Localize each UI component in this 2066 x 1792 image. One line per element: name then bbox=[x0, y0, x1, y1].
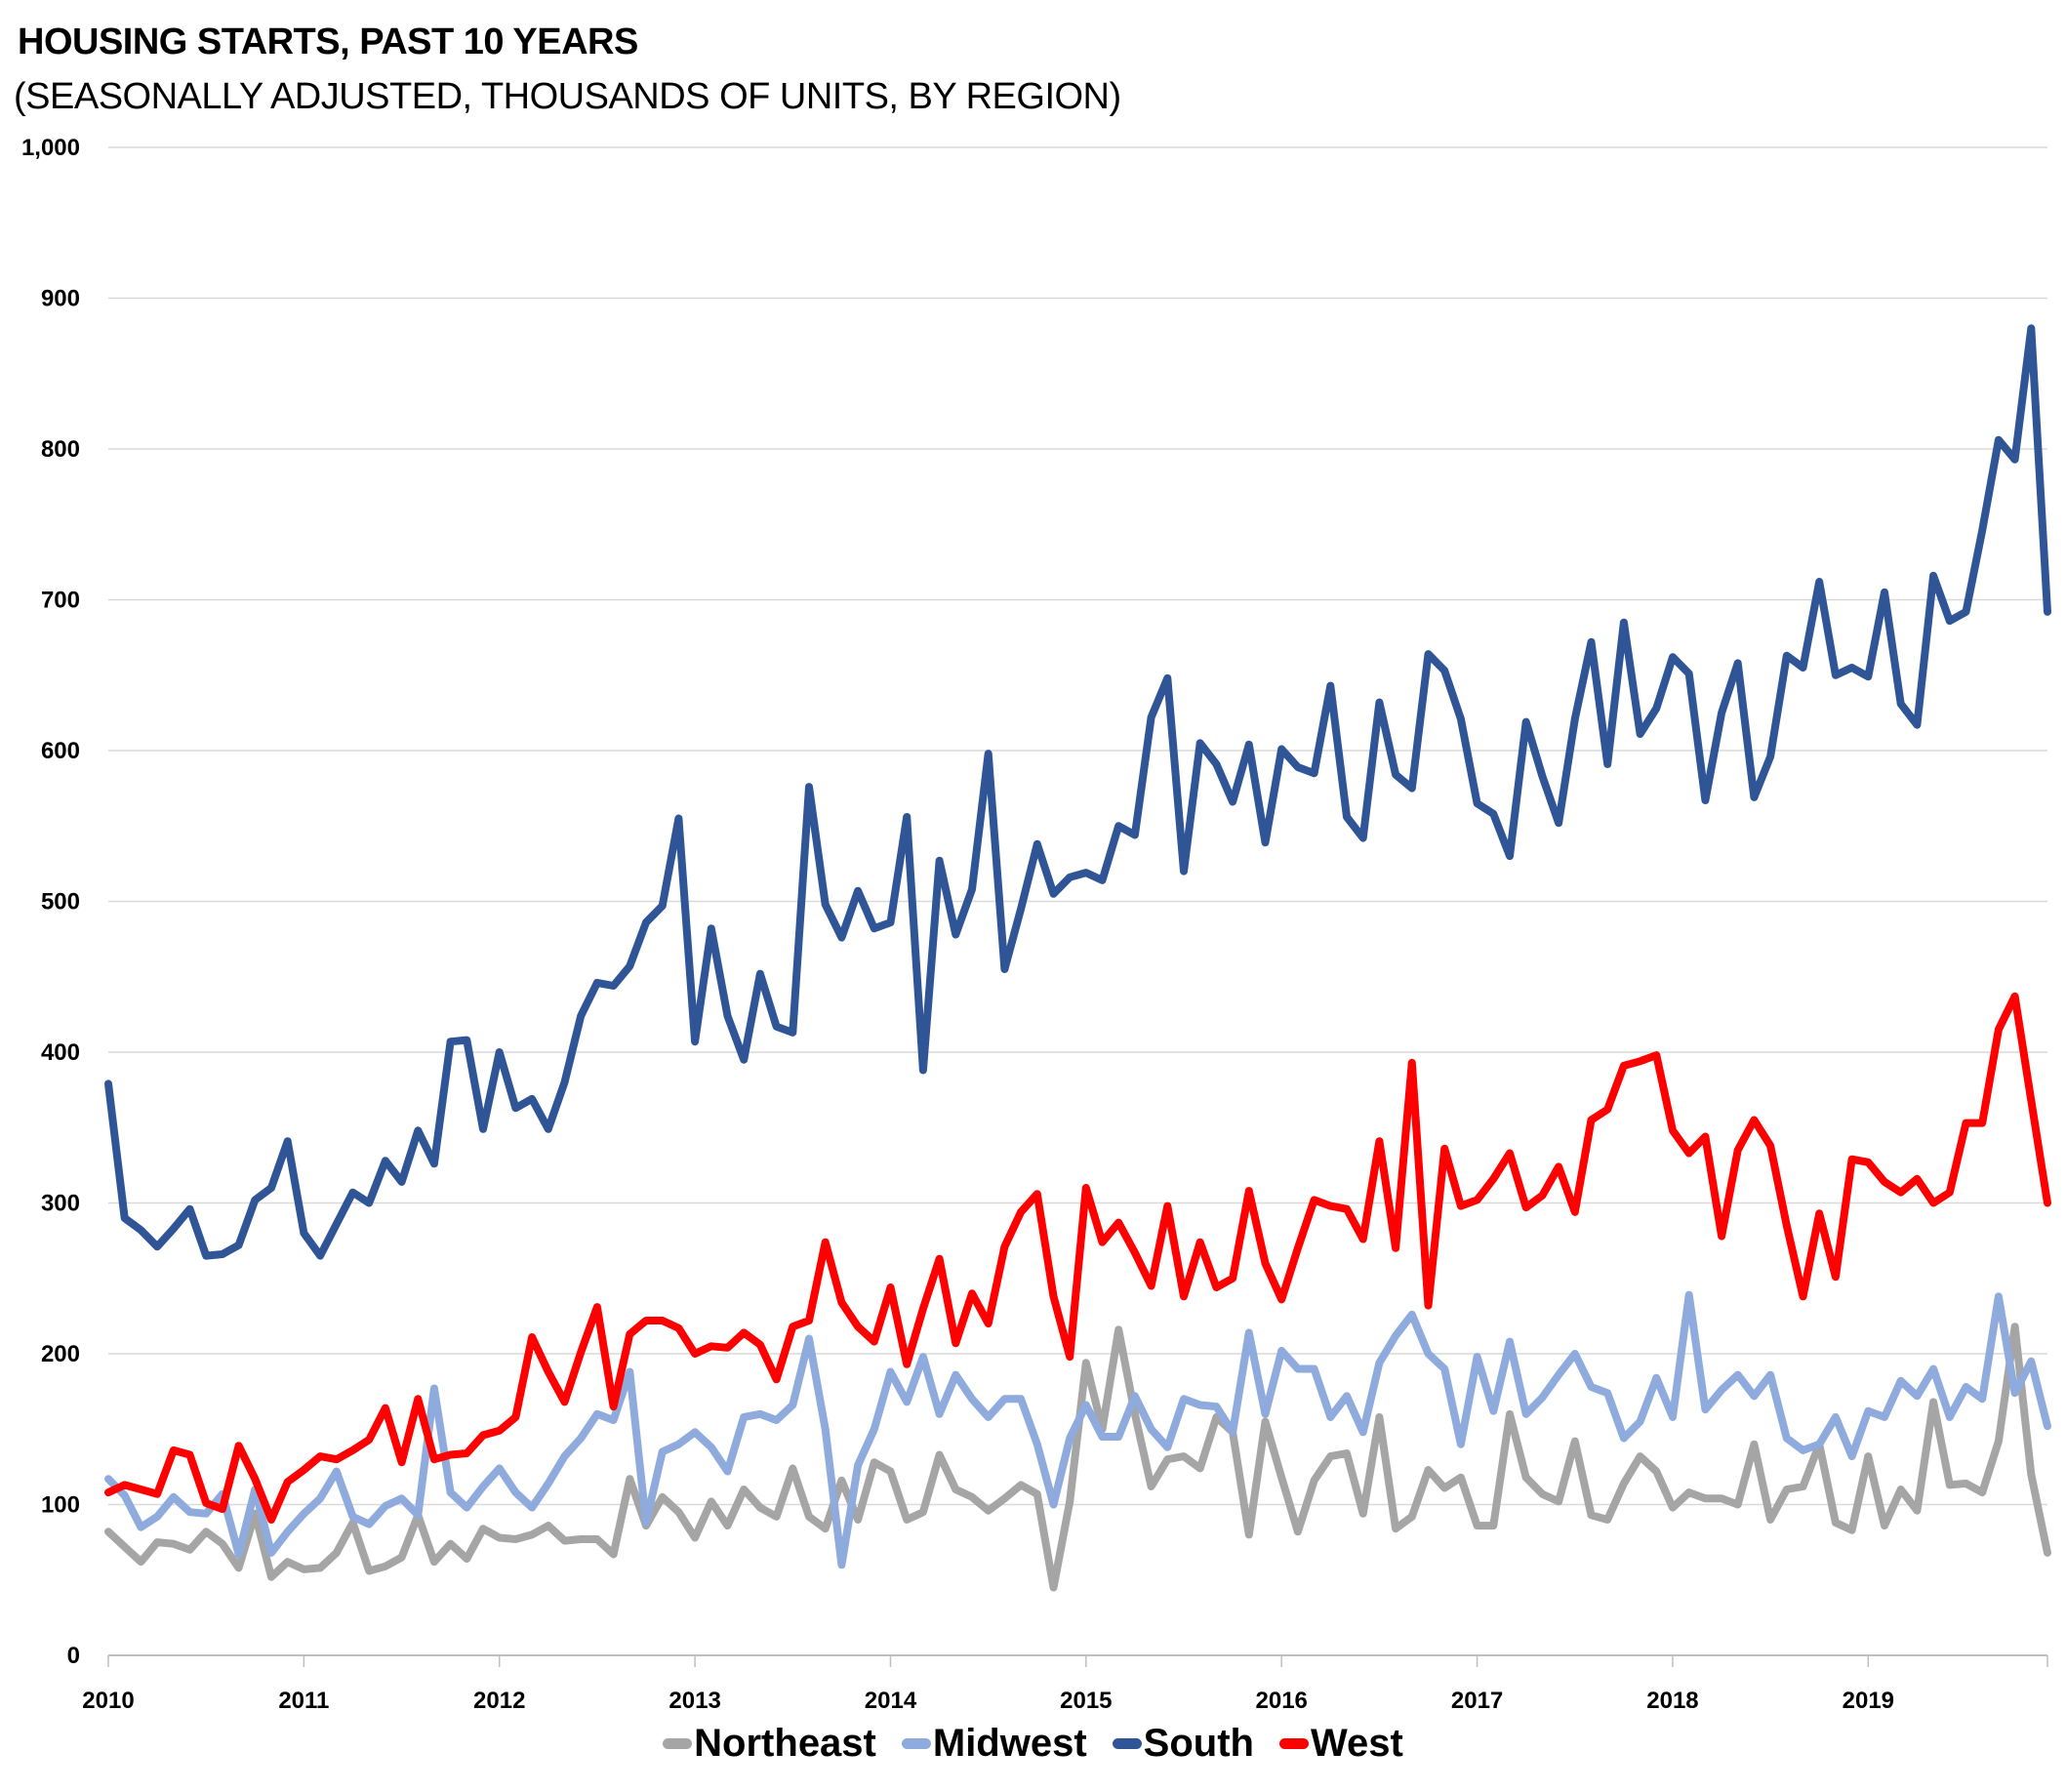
x-tick-label: 2014 bbox=[865, 1688, 917, 1714]
legend-swatch-midwest bbox=[901, 1738, 931, 1749]
y-tick-label: 200 bbox=[41, 1341, 80, 1367]
legend-label-midwest: Midwest bbox=[932, 1722, 1087, 1765]
legend-label-northeast: Northeast bbox=[694, 1722, 876, 1765]
y-tick-label: 400 bbox=[41, 1039, 80, 1066]
legend-swatch-south bbox=[1112, 1738, 1142, 1749]
legend: Northeast Midwest South West bbox=[0, 1722, 2066, 1766]
y-tick-label: 0 bbox=[67, 1643, 80, 1669]
chart-subtitle: (SEASONALLY ADJUSTED, THOUSANDS OF UNITS… bbox=[14, 76, 1121, 117]
y-tick-label: 600 bbox=[41, 738, 80, 764]
series-line-west[interactable] bbox=[104, 992, 2051, 1524]
chart-title: HOUSING STARTS, PAST 10 YEARS bbox=[18, 21, 638, 62]
legend-item-northeast[interactable]: Northeast bbox=[663, 1722, 876, 1766]
series-line-midwest[interactable] bbox=[104, 1290, 2051, 1569]
y-tick-label: 300 bbox=[41, 1191, 80, 1217]
series-lines bbox=[104, 324, 2051, 1592]
legend-item-midwest[interactable]: Midwest bbox=[901, 1722, 1087, 1766]
y-tick-label: 700 bbox=[41, 588, 80, 614]
x-tick-label: 2017 bbox=[1451, 1688, 1503, 1714]
y-tick-label: 500 bbox=[41, 889, 80, 916]
series-line-south[interactable] bbox=[104, 324, 2051, 1260]
y-tick-label: 100 bbox=[41, 1492, 80, 1519]
legend-item-west[interactable]: West bbox=[1278, 1722, 1403, 1766]
x-tick-label: 2015 bbox=[1060, 1688, 1112, 1714]
y-tick-label: 800 bbox=[41, 436, 80, 463]
legend-label-south: South bbox=[1143, 1722, 1254, 1765]
legend-swatch-northeast bbox=[663, 1738, 693, 1749]
x-tick-label: 2019 bbox=[1843, 1688, 1894, 1714]
y-tick-label: 900 bbox=[41, 286, 80, 312]
x-tick-label: 2016 bbox=[1256, 1688, 1308, 1714]
x-tick-label: 2013 bbox=[668, 1688, 720, 1714]
legend-label-west: West bbox=[1310, 1722, 1403, 1765]
x-tick-label: 2011 bbox=[278, 1688, 329, 1714]
legend-item-south[interactable]: South bbox=[1112, 1722, 1254, 1766]
y-axis-ticks: 0 100 200 300 400 500 600 700 800 900 1,000 bbox=[21, 135, 80, 1669]
x-tick-label: 2012 bbox=[473, 1688, 525, 1714]
legend-swatch-west bbox=[1278, 1738, 1309, 1749]
y-tick-label: 1,000 bbox=[21, 135, 80, 161]
series-line-northeast[interactable] bbox=[104, 1323, 2051, 1592]
x-axis: 2010 2011 2012 2013 2014 2015 2016 2017 2018 2019 bbox=[82, 1655, 2048, 1714]
x-tick-label: 2018 bbox=[1646, 1688, 1698, 1714]
x-tick-label: 2010 bbox=[82, 1688, 134, 1714]
